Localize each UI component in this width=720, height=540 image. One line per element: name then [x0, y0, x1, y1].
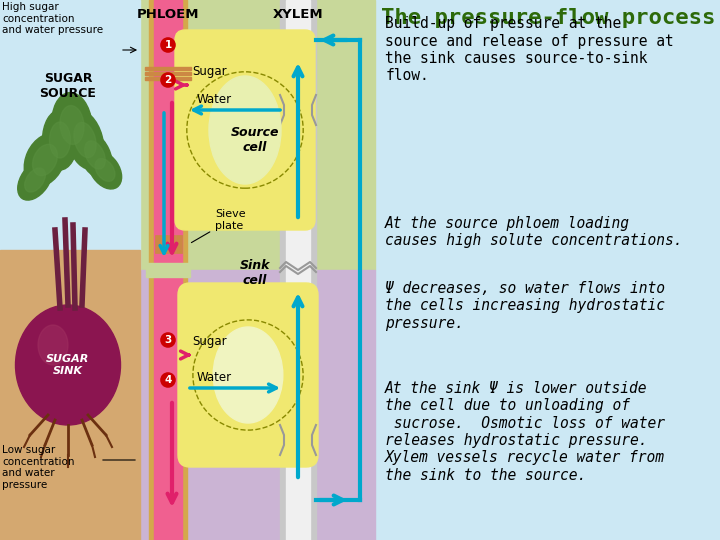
Ellipse shape: [50, 122, 71, 158]
Ellipse shape: [52, 92, 92, 158]
Bar: [0, 0, 140, 270]
Ellipse shape: [74, 123, 96, 158]
Ellipse shape: [24, 168, 45, 192]
Text: Sugar: Sugar: [192, 65, 227, 78]
Bar: [280, 0, 316, 540]
FancyBboxPatch shape: [178, 283, 318, 467]
Ellipse shape: [32, 144, 58, 176]
Ellipse shape: [24, 134, 66, 186]
Text: 4: 4: [164, 375, 171, 385]
Ellipse shape: [66, 111, 104, 170]
Bar: [146, 268, 190, 272]
Text: 3: 3: [164, 335, 171, 345]
Ellipse shape: [78, 131, 112, 179]
Bar: [145, 67, 191, 70]
Bar: [146, 273, 190, 277]
FancyBboxPatch shape: [175, 30, 315, 230]
Text: 1: 1: [164, 40, 171, 50]
Text: Low sugar
concentration
and water
pressure: Low sugar concentration and water pressu…: [2, 445, 74, 490]
Text: High sugar
concentration
and water pressure: High sugar concentration and water press…: [2, 2, 103, 35]
Text: Source
cell: Source cell: [230, 126, 279, 154]
Ellipse shape: [16, 305, 120, 425]
Bar: [145, 77, 191, 80]
Text: At the source phloem loading
causes high solute concentrations.: At the source phloem loading causes high…: [385, 216, 683, 248]
Text: Sink
cell: Sink cell: [240, 259, 270, 287]
Bar: [176, 235, 182, 253]
Bar: [286, 0, 310, 540]
Bar: [0, 250, 140, 540]
Text: Sieve
plate: Sieve plate: [192, 209, 246, 242]
Text: SUGAR
SINK: SUGAR SINK: [46, 354, 90, 376]
Text: Ψ decreases, so water flows into
the cells increasing hydrostatic
pressure.: Ψ decreases, so water flows into the cel…: [385, 281, 665, 330]
Ellipse shape: [95, 159, 115, 181]
Text: PHLOEM: PHLOEM: [137, 8, 199, 21]
Bar: [146, 263, 190, 267]
Bar: [169, 235, 175, 253]
Text: SUGAR
SOURCE: SUGAR SOURCE: [40, 72, 96, 100]
Bar: [138, 0, 375, 270]
Ellipse shape: [38, 325, 68, 365]
Bar: [149, 0, 187, 540]
Ellipse shape: [85, 141, 105, 169]
Text: At the sink Ψ is lower outside
the cell due to unloading of
 sucrose.  Osmotic l: At the sink Ψ is lower outside the cell …: [385, 381, 665, 483]
Ellipse shape: [209, 76, 281, 184]
Text: Sugar: Sugar: [192, 335, 227, 348]
Text: Water: Water: [197, 371, 232, 384]
Text: Water: Water: [197, 93, 232, 106]
Text: Build-up of pressure at the
source and release of pressure at
the sink causes so: Build-up of pressure at the source and r…: [385, 16, 674, 83]
Text: XYLEM: XYLEM: [273, 8, 323, 21]
Bar: [145, 72, 191, 75]
Bar: [162, 235, 168, 253]
Bar: [154, 0, 182, 540]
Ellipse shape: [42, 110, 78, 170]
Ellipse shape: [213, 327, 283, 423]
Ellipse shape: [18, 160, 53, 200]
Ellipse shape: [60, 105, 84, 145]
Ellipse shape: [89, 151, 122, 189]
Bar: [155, 235, 161, 253]
Text: 2: 2: [164, 75, 171, 85]
Text: The pressure-flow process: The pressure-flow process: [381, 8, 715, 28]
Bar: [138, 270, 375, 540]
